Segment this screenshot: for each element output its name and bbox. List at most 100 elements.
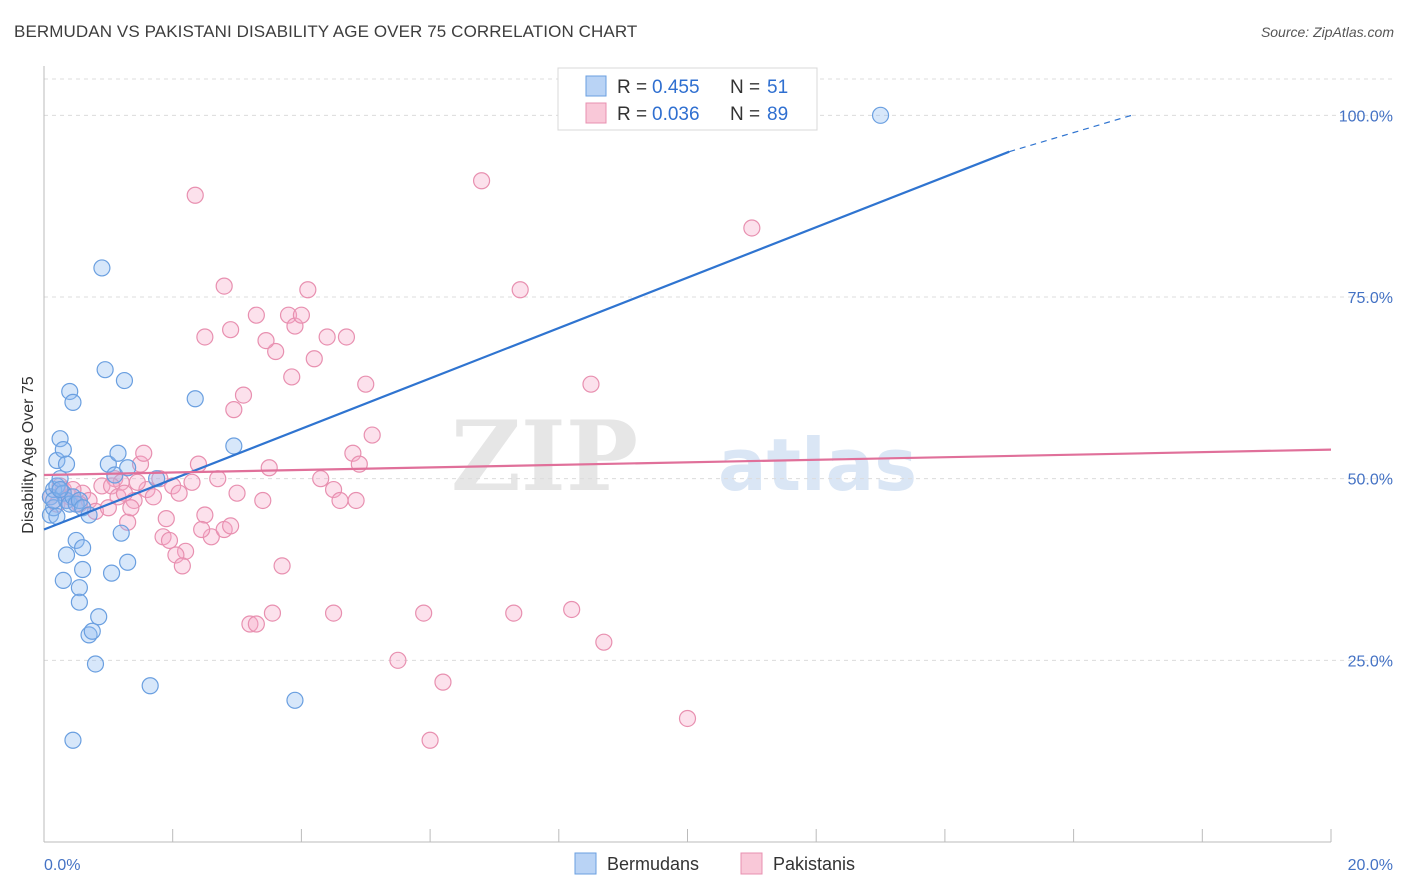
data-point — [64, 480, 82, 499]
data-point — [70, 593, 88, 611]
data-point — [45, 499, 63, 517]
data-point — [135, 444, 153, 462]
data-point — [119, 459, 137, 477]
data-point — [263, 604, 282, 622]
data-point — [144, 488, 162, 506]
data-point — [196, 328, 214, 346]
trend-line-pakistanis — [43, 448, 1332, 477]
data-point — [337, 328, 356, 346]
y-tick-label: 50.0% — [1348, 472, 1393, 489]
data-point — [324, 604, 343, 622]
data-point — [74, 560, 92, 579]
chart-title: BERMUDAN VS PAKISTANI DISABILITY AGE OVE… — [14, 22, 638, 41]
data-point — [48, 451, 66, 470]
data-point — [115, 371, 134, 390]
data-point — [318, 328, 336, 346]
data-point — [176, 542, 195, 560]
legend-n-value-1: 51 — [767, 77, 788, 98]
data-point — [109, 444, 127, 462]
bottom-legend: Bermudans Pakistanis — [574, 852, 855, 875]
data-point — [299, 281, 317, 299]
data-point — [228, 484, 246, 502]
data-point — [279, 306, 298, 324]
data-point — [51, 480, 69, 499]
bermudans-points — [41, 106, 890, 749]
legend-swatch-pakistanis — [585, 102, 607, 124]
data-point — [160, 531, 179, 550]
data-point — [90, 608, 108, 626]
data-point — [267, 342, 285, 361]
data-point — [102, 564, 121, 582]
trend-line-bermudans — [43, 150, 1010, 531]
legend: R = 0.455 N = 51 R = 0.036 N = 89 — [557, 67, 818, 131]
data-point — [74, 539, 92, 557]
legend-r-label-1: R = — [617, 77, 647, 98]
y-tick-labels: 25.0% 50.0% 75.0% 100.0% — [1339, 108, 1393, 670]
data-point — [247, 306, 265, 324]
data-point — [196, 506, 214, 524]
data-point — [186, 390, 204, 408]
data-point — [54, 441, 72, 459]
gridlines — [44, 78, 1393, 661]
data-point — [83, 622, 101, 640]
data-point — [170, 484, 188, 502]
bottom-legend-label-bermudans: Bermudans — [607, 854, 699, 874]
data-point — [254, 491, 272, 510]
data-point — [871, 106, 890, 124]
x-tick-label-min: 0.0% — [44, 857, 80, 874]
data-point — [415, 604, 433, 622]
data-point — [102, 477, 121, 495]
data-point — [141, 677, 159, 695]
pakistanis-points — [41, 172, 761, 749]
data-point — [122, 499, 140, 517]
data-point — [222, 517, 240, 535]
data-point — [511, 281, 529, 299]
data-point — [286, 691, 304, 709]
data-point — [563, 600, 581, 619]
data-point — [51, 430, 69, 448]
watermark-zip: ZIP — [451, 400, 638, 513]
data-point — [363, 426, 381, 444]
data-point — [305, 350, 323, 368]
data-point — [324, 480, 343, 499]
data-point — [247, 615, 265, 633]
watermark: ZIP atlas — [451, 400, 917, 513]
data-point — [357, 375, 375, 393]
data-point — [225, 401, 243, 419]
y-tick-label: 75.0% — [1348, 290, 1393, 307]
data-point — [273, 557, 291, 575]
data-point — [347, 491, 365, 510]
legend-r-value-1: 0.455 — [652, 77, 700, 98]
y-tick-label: 100.0% — [1339, 108, 1393, 125]
data-point — [283, 368, 301, 386]
legend-n-value-2: 89 — [767, 104, 788, 125]
data-point — [99, 455, 117, 473]
data-point — [167, 546, 185, 564]
bottom-legend-swatch-bermudans — [574, 852, 597, 875]
data-point — [241, 615, 259, 633]
watermark-atlas: atlas — [718, 423, 917, 507]
bottom-legend-label-pakistanis: Pakistanis — [773, 854, 855, 874]
y-tick-label: 25.0% — [1348, 653, 1393, 670]
data-point — [678, 709, 697, 728]
data-point — [260, 459, 278, 477]
trend-lines — [43, 114, 1332, 531]
data-point — [106, 466, 124, 484]
data-point — [389, 651, 407, 669]
data-point — [434, 673, 452, 691]
data-point — [209, 470, 227, 488]
source-label: Source: ZipAtlas.com — [1260, 24, 1394, 40]
legend-r-value-2: 0.036 — [652, 104, 700, 125]
data-point — [93, 477, 111, 495]
data-point — [595, 633, 613, 651]
legend-n-label-1: N = — [730, 77, 760, 98]
data-point — [743, 219, 761, 237]
data-point — [57, 455, 76, 473]
y-axis-title: Disability Age Over 75 — [20, 376, 37, 534]
data-point — [286, 317, 304, 335]
data-point — [183, 473, 201, 491]
data-point — [582, 375, 600, 393]
data-point — [64, 393, 82, 411]
data-point — [222, 321, 240, 339]
data-point — [421, 731, 439, 749]
